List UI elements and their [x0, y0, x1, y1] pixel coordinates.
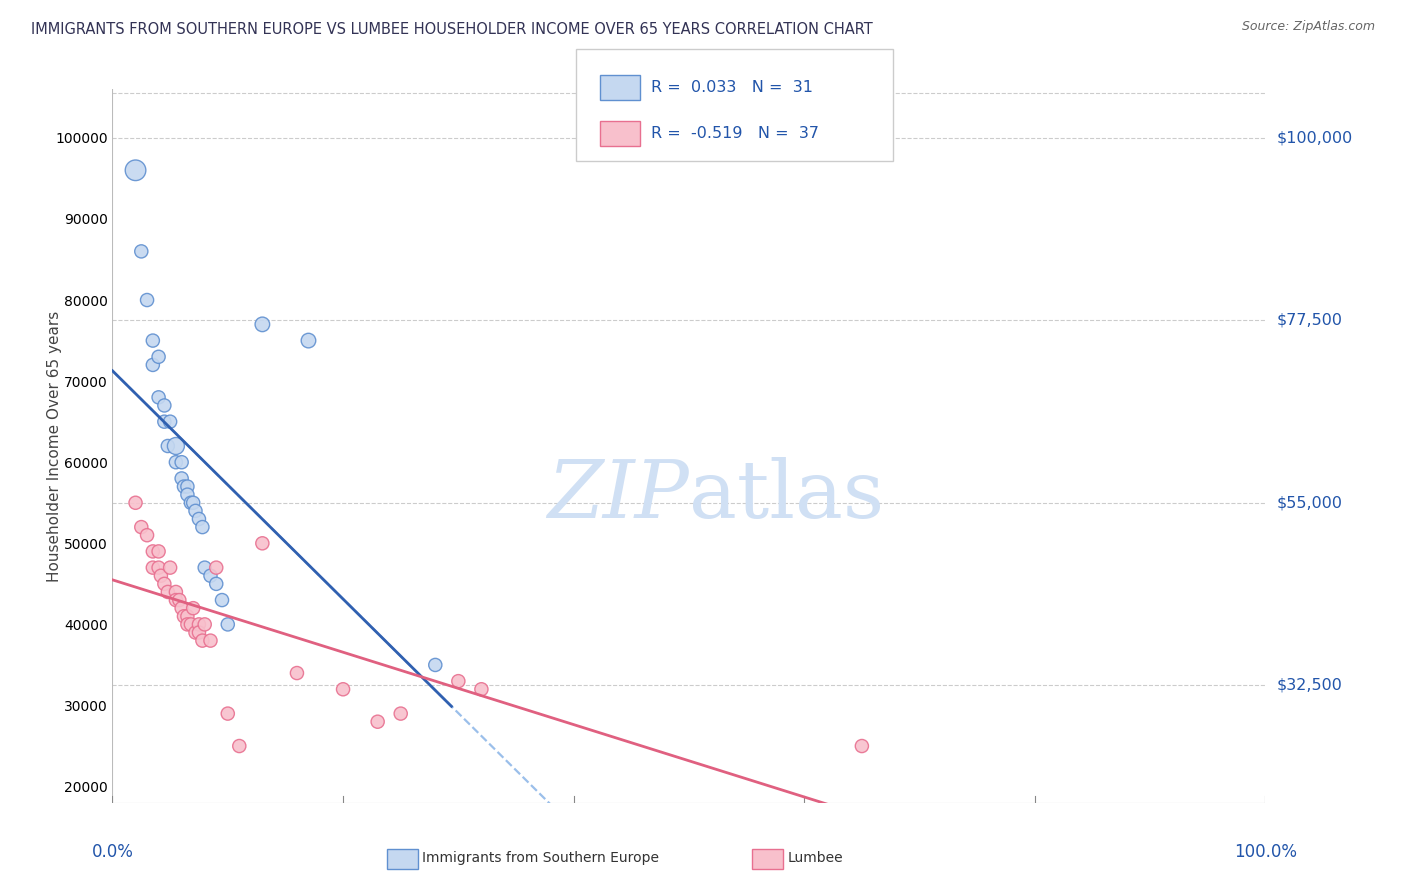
- Point: [228, 739, 250, 753]
- Point: [142, 334, 165, 348]
- Text: R =  -0.519   N =  37: R = -0.519 N = 37: [651, 127, 818, 141]
- Point: [156, 585, 179, 599]
- Point: [205, 560, 228, 574]
- Point: [176, 479, 198, 493]
- Point: [181, 601, 204, 615]
- Text: IMMIGRANTS FROM SOUTHERN EUROPE VS LUMBEE HOUSEHOLDER INCOME OVER 65 YEARS CORRE: IMMIGRANTS FROM SOUTHERN EUROPE VS LUMBE…: [31, 22, 873, 37]
- Point: [156, 439, 179, 453]
- Point: [159, 415, 181, 429]
- Point: [159, 560, 181, 574]
- Text: Lumbee: Lumbee: [787, 851, 844, 865]
- Point: [297, 334, 319, 348]
- Point: [173, 479, 195, 493]
- Point: [447, 674, 470, 689]
- Text: Source: ZipAtlas.com: Source: ZipAtlas.com: [1241, 20, 1375, 33]
- Point: [184, 625, 207, 640]
- Point: [851, 739, 873, 753]
- Point: [252, 318, 274, 332]
- Point: [191, 520, 214, 534]
- Point: [149, 568, 172, 582]
- Point: [170, 471, 193, 485]
- Text: Immigrants from Southern Europe: Immigrants from Southern Europe: [422, 851, 659, 865]
- Point: [142, 544, 165, 558]
- Point: [176, 488, 198, 502]
- Point: [191, 633, 214, 648]
- Point: [217, 706, 239, 721]
- Text: 0.0%: 0.0%: [91, 843, 134, 862]
- Point: [124, 163, 146, 178]
- Point: [173, 609, 195, 624]
- Point: [169, 593, 191, 607]
- Point: [170, 601, 193, 615]
- Point: [148, 350, 170, 364]
- Point: [200, 568, 222, 582]
- Point: [124, 496, 146, 510]
- Point: [176, 617, 198, 632]
- Point: [188, 512, 211, 526]
- Text: ZIP: ZIP: [547, 458, 689, 534]
- Point: [285, 666, 308, 681]
- Text: 100.0%: 100.0%: [1234, 843, 1296, 862]
- Point: [165, 439, 187, 453]
- Point: [142, 560, 165, 574]
- Point: [180, 496, 202, 510]
- Point: [188, 625, 211, 640]
- Point: [252, 536, 274, 550]
- Text: $55,000: $55,000: [1277, 495, 1343, 510]
- Point: [184, 504, 207, 518]
- Point: [332, 682, 354, 697]
- Point: [188, 617, 211, 632]
- Point: [170, 455, 193, 469]
- Point: [181, 496, 204, 510]
- Point: [194, 617, 217, 632]
- Point: [200, 633, 222, 648]
- Point: [165, 455, 187, 469]
- Point: [129, 244, 153, 259]
- Text: Householder Income Over 65 years: Householder Income Over 65 years: [48, 310, 62, 582]
- Point: [470, 682, 492, 697]
- Text: R =  0.033   N =  31: R = 0.033 N = 31: [651, 80, 813, 95]
- Point: [136, 528, 159, 542]
- Point: [148, 390, 170, 404]
- Point: [367, 714, 389, 729]
- Point: [129, 520, 153, 534]
- Text: atlas: atlas: [689, 457, 884, 535]
- Point: [211, 593, 233, 607]
- Text: $32,500: $32,500: [1277, 678, 1343, 693]
- Point: [153, 399, 176, 413]
- Point: [205, 577, 228, 591]
- Text: $100,000: $100,000: [1277, 130, 1353, 145]
- Point: [136, 293, 159, 307]
- Point: [425, 657, 447, 672]
- Point: [180, 617, 202, 632]
- Point: [165, 593, 187, 607]
- Point: [153, 415, 176, 429]
- Point: [153, 577, 176, 591]
- Point: [148, 544, 170, 558]
- Point: [176, 609, 198, 624]
- Point: [142, 358, 165, 372]
- Point: [148, 560, 170, 574]
- Point: [165, 585, 187, 599]
- Text: $77,500: $77,500: [1277, 313, 1343, 327]
- Point: [389, 706, 412, 721]
- Point: [194, 560, 217, 574]
- Point: [217, 617, 239, 632]
